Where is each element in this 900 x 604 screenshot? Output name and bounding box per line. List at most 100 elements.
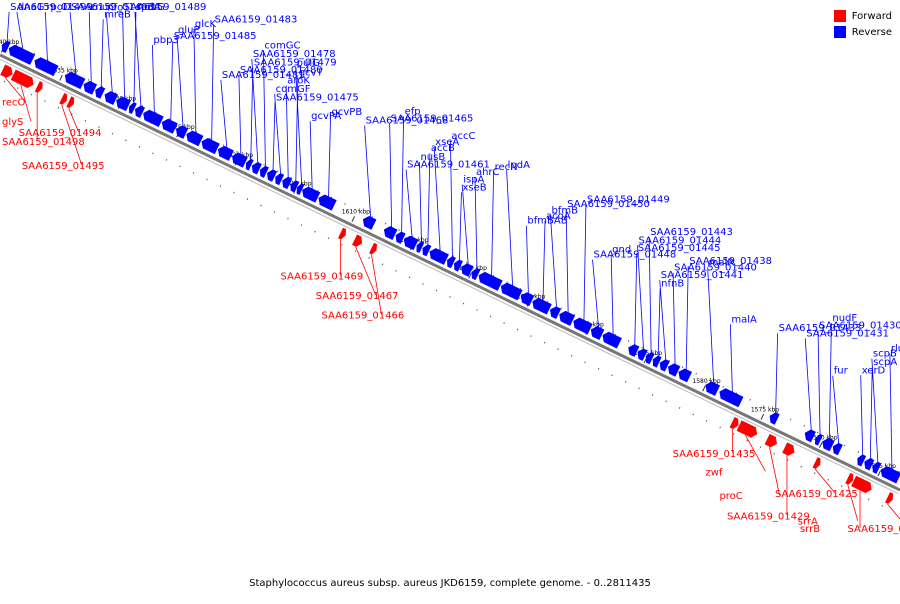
leader-line (6, 11, 10, 42)
leader-line (814, 468, 836, 494)
gene-soda (134, 105, 146, 118)
gene-saa6159-01493 (64, 71, 86, 90)
gene-pulg (296, 183, 305, 196)
leader-line (170, 40, 174, 121)
gene-label: SAA6159_01498 (2, 137, 85, 148)
gene-label: SAA6159_01499 (10, 2, 93, 13)
leader-line (105, 12, 113, 93)
gene-label: SAA6159_01493 (71, 2, 154, 13)
gene-label: nusB (420, 152, 445, 163)
leader-layer (4, 11, 900, 528)
gene-label: SAA6159_01419 (847, 524, 900, 535)
gene-gcvpa (302, 186, 321, 203)
gene-nusb (416, 241, 425, 253)
gene-label: gcvPA (311, 111, 341, 122)
label-layer: dnaG rpoDSAA6159_01499SAA6159_01493znuCmr… (2, 2, 900, 535)
leader-line (450, 141, 453, 258)
leader-line (251, 58, 259, 163)
gene-label: zwf (705, 467, 722, 478)
leader-line (295, 77, 299, 182)
gene-label: comGF (276, 84, 311, 95)
gene-label: pulG (297, 58, 320, 69)
tick-label: 1575 kbp (751, 406, 779, 413)
leader-line (637, 245, 644, 350)
gene-label: gcvPB (332, 107, 363, 118)
tick-label: 1565 kbp (868, 463, 896, 470)
leader-line (542, 220, 546, 301)
axis-tick (877, 470, 881, 477)
gene-label: SAA6159_01430 (819, 321, 900, 332)
axis-tick (760, 413, 765, 420)
leader-line (506, 170, 514, 287)
leader-line (887, 503, 900, 520)
gene-saa6159-01429 (782, 442, 795, 456)
leader-line (550, 215, 557, 308)
leader-line (263, 50, 266, 167)
gene-label: SAA6159_01466 (321, 311, 404, 322)
leader-line (659, 280, 667, 361)
gene-label: SAA6159_01441 (661, 270, 744, 281)
gene-saa6159-01450 (559, 310, 576, 326)
gene-bfmbab (520, 292, 535, 307)
leader-line (707, 267, 715, 384)
gene-label: SAA6159_01440 (674, 263, 757, 274)
backbone-layer (0, 39, 900, 511)
gene-gcvt (290, 180, 300, 193)
gene-label: pbp3 (153, 35, 178, 46)
leader-line (100, 19, 104, 88)
gene-xsea (429, 248, 449, 265)
gene-label: SAA6159_01431 (806, 328, 889, 339)
leader-line (88, 11, 92, 83)
gene-label: SAA6159_01485 (174, 31, 257, 42)
leader-line (122, 11, 125, 99)
leader-line (176, 34, 184, 127)
leader-line (828, 323, 832, 440)
gene-saa6159-01448 (590, 326, 605, 340)
gene-saa6159-01483 (201, 137, 220, 155)
gene-proc (764, 433, 778, 448)
gene-scpa (864, 458, 875, 471)
gene-mreb (95, 86, 106, 99)
gene-label: recN (495, 162, 518, 173)
gene-acoa (532, 297, 552, 315)
leader-line (832, 375, 840, 444)
gene-label: mreB (104, 9, 131, 20)
gene-label: fur (834, 366, 849, 377)
leader-line (491, 171, 494, 276)
gene-saa6159-01489 (116, 96, 131, 112)
gene-label: SAA6159_01483 (215, 15, 298, 26)
gene-saa6159-01466 (369, 242, 377, 255)
leader-line (272, 102, 276, 171)
gene-label: sodA (136, 2, 161, 13)
leader-line (401, 116, 404, 233)
gene-label: SAA6159_01449 (587, 195, 670, 206)
tick-label: 1610 kbp (342, 209, 370, 216)
gene-label: gluP (178, 25, 200, 36)
gene-rpmg (128, 102, 137, 114)
axis-tick (351, 216, 356, 222)
gene-zwf (736, 420, 758, 438)
gene-glys (10, 69, 34, 88)
gene-saa6159-01433 (769, 412, 780, 425)
gene-label: SAA6159_01469 (280, 272, 363, 283)
gene-glup (175, 125, 189, 139)
gene-label: lpdA (508, 160, 530, 171)
leader-line (745, 435, 766, 472)
leader-line (69, 11, 77, 76)
leader-line (405, 169, 413, 238)
gene-znuc (83, 80, 98, 95)
leader-line (433, 147, 441, 252)
legend-forward-swatch (833, 10, 846, 22)
leader-line (16, 11, 24, 50)
leader-line (328, 117, 331, 198)
gene-saa6159-01494 (66, 96, 75, 109)
gene-accc (447, 256, 456, 269)
leader-line (860, 375, 864, 456)
gene-saa6159-01438 (678, 368, 693, 383)
gene-label: SAA6159_01429 (727, 511, 810, 522)
tick-label: 1600 kbp (459, 265, 487, 272)
gene-saa6159-01440 (667, 363, 681, 377)
leader-line (474, 176, 478, 269)
gene-saa6159-01469 (338, 227, 346, 240)
